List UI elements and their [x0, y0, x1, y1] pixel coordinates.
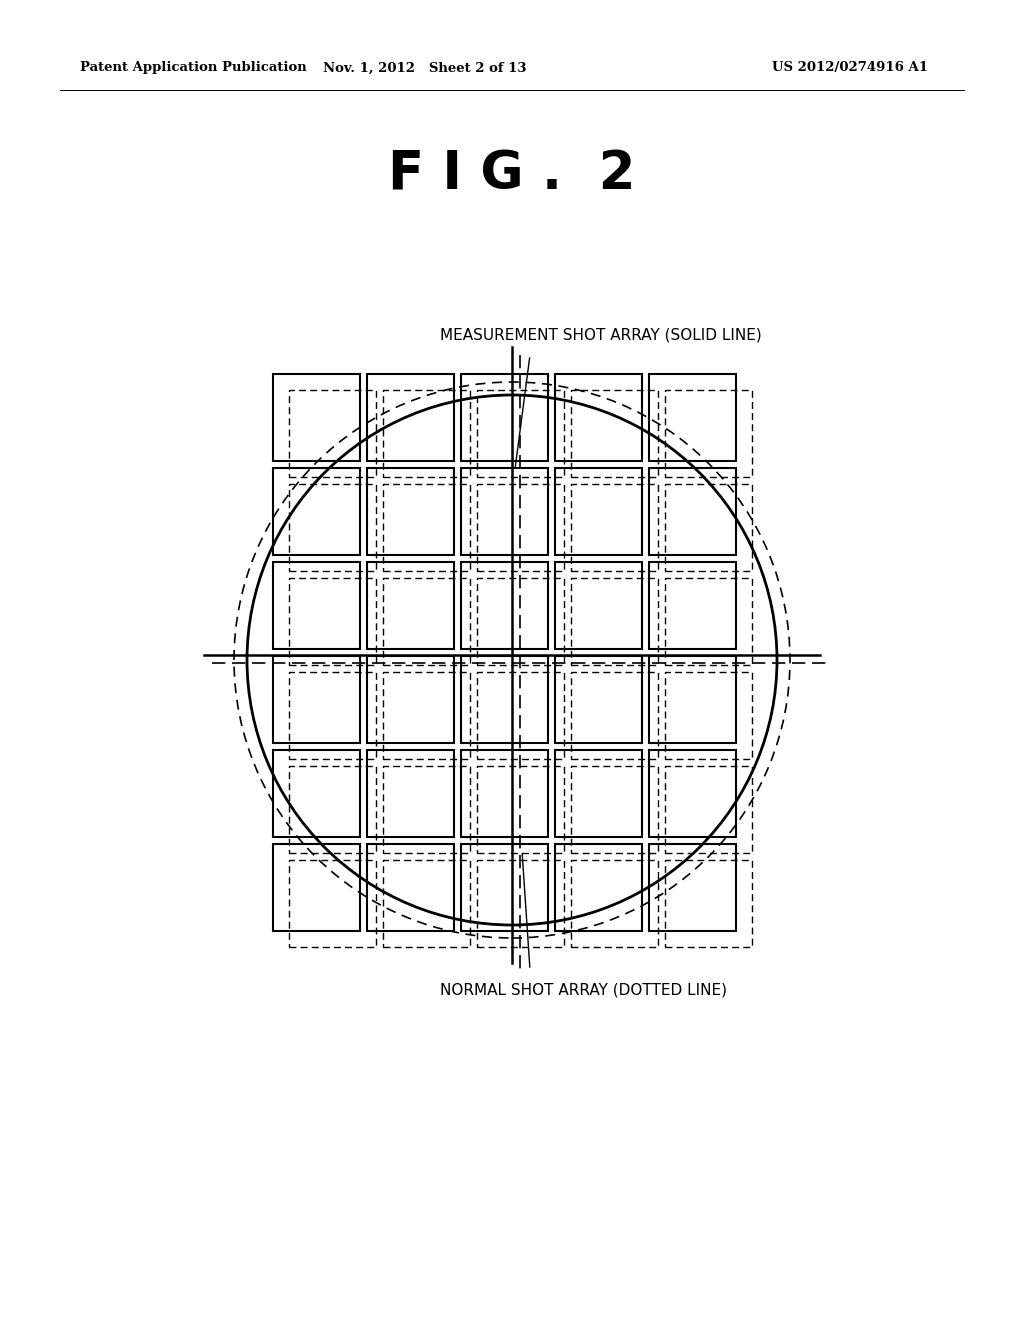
Bar — [272, 374, 359, 461]
Bar — [383, 672, 469, 759]
Bar — [383, 389, 469, 477]
Bar — [570, 859, 657, 946]
Bar — [367, 843, 454, 931]
Bar — [648, 467, 735, 554]
Bar — [272, 656, 359, 742]
Bar — [476, 672, 563, 759]
Bar — [648, 561, 735, 648]
Bar — [648, 843, 735, 931]
Text: NORMAL SHOT ARRAY (DOTTED LINE): NORMAL SHOT ARRAY (DOTTED LINE) — [440, 982, 727, 998]
Text: F I G .  2: F I G . 2 — [388, 149, 636, 201]
Bar — [555, 374, 641, 461]
Bar — [476, 859, 563, 946]
Bar — [367, 561, 454, 648]
Bar — [289, 672, 376, 759]
Bar — [367, 750, 454, 837]
Bar — [476, 766, 563, 853]
Bar — [272, 843, 359, 931]
Bar — [665, 483, 752, 570]
Bar — [648, 374, 735, 461]
Bar — [648, 656, 735, 742]
Bar — [461, 843, 548, 931]
Bar — [383, 483, 469, 570]
Bar — [648, 750, 735, 837]
Bar — [272, 467, 359, 554]
Bar — [570, 389, 657, 477]
Bar — [289, 578, 376, 664]
Bar — [570, 578, 657, 664]
Bar — [570, 766, 657, 853]
Bar — [383, 859, 469, 946]
Bar — [383, 766, 469, 853]
Bar — [476, 578, 563, 664]
Bar — [289, 766, 376, 853]
Bar — [476, 389, 563, 477]
Bar — [367, 374, 454, 461]
Bar — [461, 656, 548, 742]
Bar — [555, 561, 641, 648]
Bar — [555, 750, 641, 837]
Bar — [461, 374, 548, 461]
Text: US 2012/0274916 A1: US 2012/0274916 A1 — [772, 62, 928, 74]
Bar — [665, 389, 752, 477]
Bar — [367, 467, 454, 554]
Text: Nov. 1, 2012   Sheet 2 of 13: Nov. 1, 2012 Sheet 2 of 13 — [324, 62, 526, 74]
Bar — [461, 561, 548, 648]
Bar — [555, 843, 641, 931]
Text: MEASUREMENT SHOT ARRAY (SOLID LINE): MEASUREMENT SHOT ARRAY (SOLID LINE) — [440, 327, 762, 342]
Bar — [289, 859, 376, 946]
Bar — [665, 578, 752, 664]
Bar — [272, 750, 359, 837]
Bar — [461, 467, 548, 554]
Bar — [665, 766, 752, 853]
Bar — [383, 578, 469, 664]
Bar — [665, 672, 752, 759]
Bar — [665, 859, 752, 946]
Bar — [570, 483, 657, 570]
Text: Patent Application Publication: Patent Application Publication — [80, 62, 307, 74]
Bar — [289, 389, 376, 477]
Bar — [289, 483, 376, 570]
Bar — [367, 656, 454, 742]
Bar — [555, 467, 641, 554]
Bar — [461, 750, 548, 837]
Bar — [555, 656, 641, 742]
Bar — [570, 672, 657, 759]
Bar — [272, 561, 359, 648]
Bar — [476, 483, 563, 570]
